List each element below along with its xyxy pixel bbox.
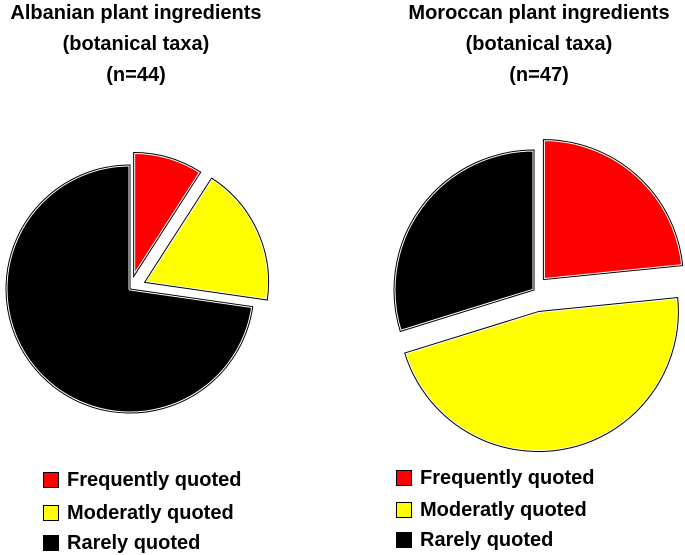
chart-title-moroccan: Moroccan plant ingredients (botanical ta… — [393, 0, 685, 91]
legend-label: Moderatly quoted — [420, 498, 587, 521]
legend-swatch-rarely — [396, 532, 412, 548]
pie-slice-outline-albanian-moderately — [143, 177, 270, 301]
legend-label: Frequently quoted — [67, 468, 242, 491]
pie-slice-moroccan-rarely — [392, 148, 536, 333]
title-line: Albanian plant ingredients — [10, 2, 262, 24]
legend-item: Rarely quoted — [396, 528, 553, 552]
legend-label: Rarely quoted — [420, 528, 554, 551]
legend-swatch-frequently — [396, 470, 412, 486]
legend-item: Moderatly quoted — [396, 498, 587, 522]
pie-slice-outline-albanian-frequently — [133, 152, 202, 279]
title-line: (botanical taxa) — [62, 33, 210, 55]
title-line: Moroccan plant ingredients — [408, 2, 670, 24]
pie-slice-moroccan-moderately — [403, 296, 680, 454]
title-line: (botanical taxa) — [465, 33, 613, 55]
legend-item: Moderatly quoted — [43, 501, 234, 525]
legend-swatch-rarely — [43, 535, 59, 551]
legend-label: Frequently quoted — [420, 466, 595, 489]
title-line: (n=44) — [106, 64, 166, 86]
pie-slice-outline-albanian-rarely — [5, 164, 254, 414]
pie-slice-outline-moroccan-moderately — [404, 296, 679, 453]
legend-swatch-moderately — [43, 505, 59, 521]
pie-slice-moroccan-frequently — [541, 138, 685, 282]
legend-swatch-frequently — [43, 472, 59, 488]
legend-label: Moderatly quoted — [67, 501, 234, 524]
pie-slice-outline-moroccan-frequently — [542, 139, 684, 281]
legend-item: Frequently quoted — [43, 468, 241, 492]
title-line: (n=47) — [509, 64, 569, 86]
chart-title-albanian: Albanian plant ingredients (botanical ta… — [0, 0, 272, 91]
legend-item: Rarely quoted — [43, 531, 200, 555]
legend-item: Frequently quoted — [396, 466, 594, 490]
pie-slice-outline-moroccan-rarely — [393, 149, 535, 333]
legend-label: Rarely quoted — [67, 531, 201, 554]
legend-swatch-moderately — [396, 502, 412, 518]
